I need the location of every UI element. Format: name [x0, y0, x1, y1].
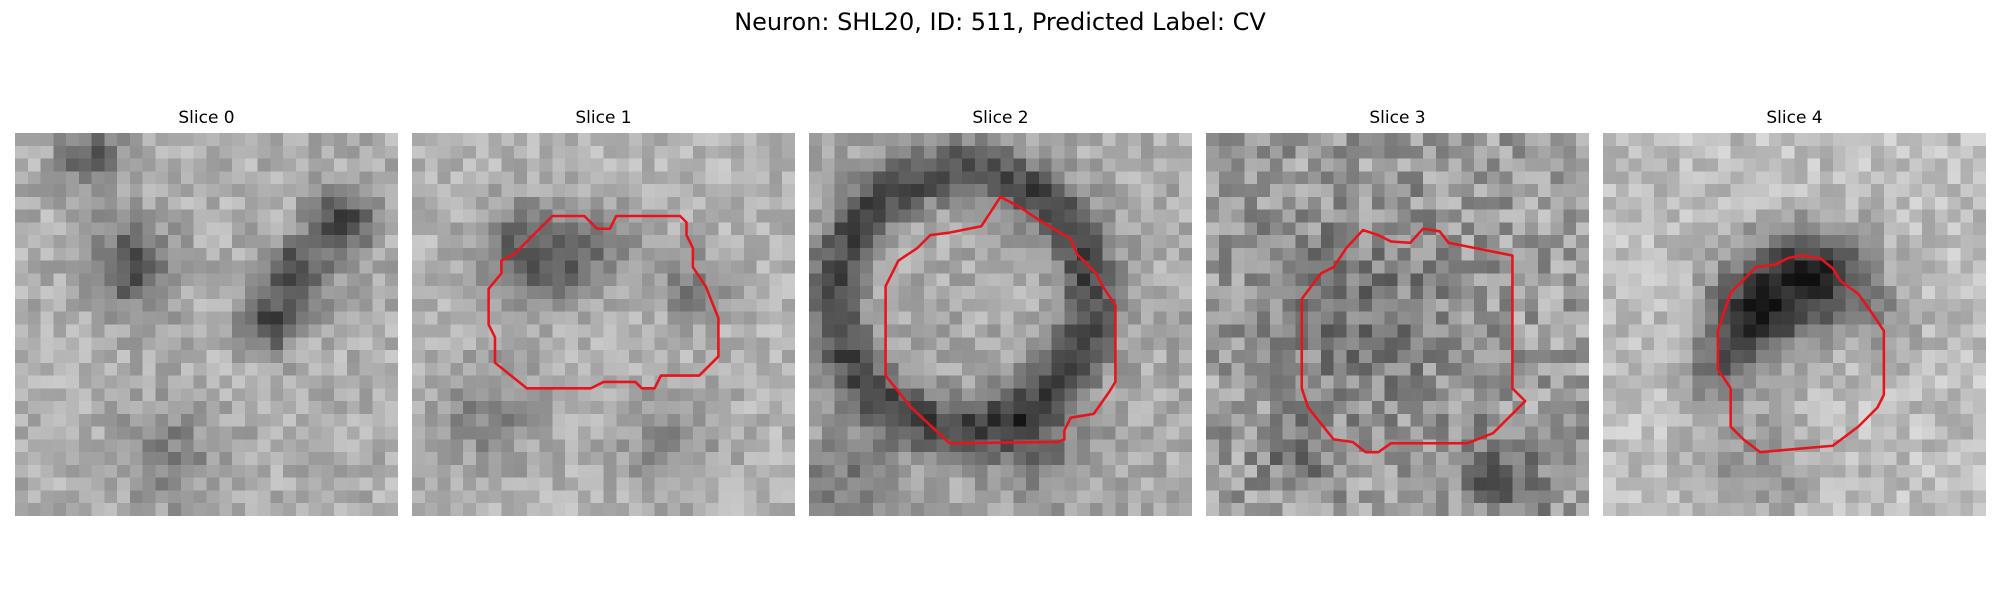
slice-title-2: Slice 2 — [972, 108, 1029, 128]
micrograph-pixels — [809, 133, 1192, 516]
slice-panel-1: Slice 1 — [412, 107, 795, 516]
slice-panel-3: Slice 3 — [1206, 107, 1589, 516]
slice-image-4 — [1603, 133, 1986, 516]
segmentation-contour — [884, 195, 1117, 445]
figure-title: Neuron: SHL20, ID: 511, Predicted Label:… — [734, 8, 1266, 36]
slice-image-0 — [15, 133, 398, 516]
micrograph-pixels — [1603, 133, 1986, 516]
slice-image-2 — [809, 133, 1192, 516]
slice-title-4: Slice 4 — [1766, 108, 1823, 128]
slice-panel-4: Slice 4 — [1603, 107, 1986, 516]
segmentation-contour — [1716, 254, 1886, 454]
micrograph-pixels — [412, 133, 795, 516]
slice-image-3 — [1206, 133, 1589, 516]
slice-panel-2: Slice 2 — [809, 107, 1192, 516]
slice-image-1 — [412, 133, 795, 516]
slice-title-0: Slice 0 — [178, 108, 235, 128]
micrograph-pixels — [1206, 133, 1589, 516]
slice-title-1: Slice 1 — [575, 108, 632, 128]
slice-panel-0: Slice 0 — [15, 107, 398, 516]
segmentation-contour — [487, 214, 720, 390]
segmentation-contour — [1300, 227, 1527, 454]
micrograph-pixels — [15, 133, 398, 516]
slice-title-3: Slice 3 — [1369, 108, 1426, 128]
